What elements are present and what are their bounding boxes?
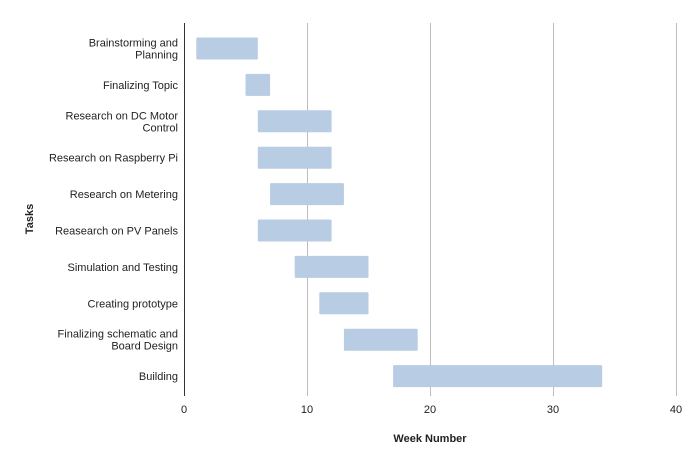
task-label: Research on Metering — [70, 189, 178, 201]
x-tick-label: 40 — [670, 404, 682, 416]
x-tick-labels: 0 10 20 30 40 — [181, 404, 682, 416]
task-label: Research on DC Motor Control — [66, 110, 179, 134]
task-bar — [393, 365, 603, 388]
task-label: Brainstorming and Planning — [89, 38, 178, 62]
task-label: Finalizing Topic — [103, 80, 179, 92]
task-label: Research on Raspberry Pi — [49, 153, 178, 165]
task-label: Finalizing schematic and Board Design — [58, 329, 178, 353]
x-tick-label: 20 — [424, 404, 436, 416]
task-bars — [196, 37, 603, 388]
task-bar — [294, 255, 369, 278]
task-label: Creating prototype — [88, 298, 179, 310]
task-bar — [245, 73, 271, 96]
x-tick-label: 30 — [547, 404, 559, 416]
task-bar — [270, 183, 344, 206]
x-tick-label: 10 — [301, 404, 313, 416]
grid-lines — [307, 23, 677, 396]
task-label: Simulation and Testing — [68, 262, 178, 274]
x-axis-title: Week Number — [393, 433, 467, 445]
task-bar — [257, 146, 332, 169]
task-label: Reasearch on PV Panels — [55, 226, 178, 238]
task-labels: Brainstorming and Planning Finalizing Topi… — [49, 38, 179, 384]
task-bar — [257, 219, 332, 242]
task-bar — [319, 292, 369, 315]
task-bar — [196, 37, 258, 60]
task-label: Building — [139, 371, 178, 383]
x-tick-label: 0 — [181, 404, 187, 416]
task-bar — [343, 328, 418, 351]
task-bar — [257, 110, 332, 133]
y-axis-title: Tasks — [24, 204, 36, 234]
